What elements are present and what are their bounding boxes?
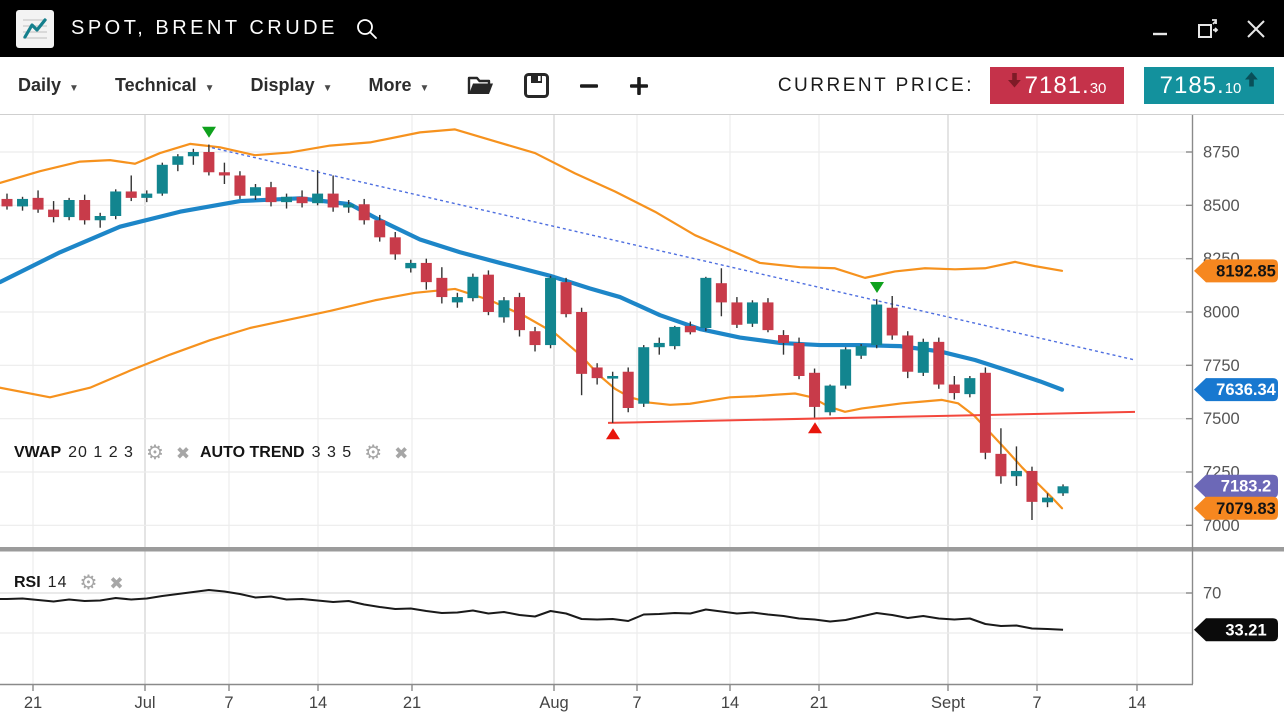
svg-text:21: 21: [403, 694, 421, 712]
rsi-remove-icon[interactable]: ✖: [109, 573, 124, 593]
zoom-in-icon[interactable]: [628, 75, 650, 97]
save-icon[interactable]: [523, 72, 550, 99]
svg-text:21: 21: [810, 694, 828, 712]
svg-text:7079.83: 7079.83: [1216, 500, 1276, 518]
svg-text:7: 7: [224, 694, 233, 712]
arrow-up-icon: [1245, 72, 1259, 87]
svg-text:21: 21: [24, 694, 42, 712]
sell-price-button[interactable]: 7181. 30: [990, 67, 1124, 104]
svg-text:14: 14: [721, 694, 739, 712]
vwap-label: VWAP: [14, 444, 62, 461]
indicator-legend-vwap: VWAP 20 1 2 3 ⚙ ✖: [14, 443, 190, 463]
pane-separator: [0, 547, 1284, 552]
svg-text:Sept: Sept: [931, 694, 965, 712]
auto-trend-lines: [211, 147, 1136, 424]
menu-display-label: Display: [250, 75, 315, 95]
menu-display[interactable]: Display ▼: [251, 75, 333, 96]
chevron-down-icon: ▼: [322, 83, 333, 94]
rsi-params: 14: [47, 574, 68, 591]
menu-technical-label: Technical: [114, 75, 197, 95]
time-axis-labels: 21 Jul 7 14 21 Aug 7 14 21 Sept 7 14: [24, 684, 1146, 712]
svg-text:8500: 8500: [1203, 197, 1240, 215]
vwap-remove-icon[interactable]: ✖: [175, 443, 191, 463]
price-tags: 8192.85 7636.34 7183.2 7079.83 33.21: [1194, 259, 1278, 642]
toolbar: Daily ▼ Technical ▼ Display ▼ More ▼ CU: [0, 57, 1284, 115]
chevron-down-icon: ▼: [69, 83, 79, 94]
vwap-params: 20 1 2 3: [68, 444, 134, 461]
indicator-legend-auto-trend: AUTO TREND 3 3 5 ⚙ ✖: [200, 443, 408, 463]
open-folder-icon[interactable]: [465, 73, 495, 99]
auto-trend-settings-gear-icon[interactable]: ⚙: [364, 442, 383, 464]
arrow-down-icon: [1007, 73, 1021, 88]
auto-trend-params: 3 3 5: [311, 444, 353, 461]
svg-text:7750: 7750: [1203, 357, 1240, 375]
rsi-settings-gear-icon[interactable]: ⚙: [79, 572, 98, 594]
svg-text:Jul: Jul: [134, 694, 155, 712]
svg-text:7000: 7000: [1203, 517, 1240, 535]
svg-text:7500: 7500: [1203, 410, 1240, 428]
menu-daily-label: Daily: [18, 75, 62, 95]
svg-text:33.21: 33.21: [1225, 621, 1266, 639]
sell-price-value: 7181.: [1024, 71, 1090, 99]
svg-text:8000: 8000: [1203, 303, 1240, 321]
buy-price-value: 7185.: [1159, 71, 1225, 99]
buy-price-button[interactable]: 7185. 10: [1144, 67, 1274, 104]
current-price-label: CURRENT PRICE:: [777, 74, 974, 96]
menu-technical[interactable]: Technical ▼: [115, 75, 215, 96]
rsi-line: [0, 589, 1064, 631]
svg-text:Aug: Aug: [539, 694, 568, 712]
window-title: SPOT, BRENT CRUDE: [71, 17, 338, 39]
svg-text:70: 70: [1203, 585, 1221, 603]
signal-markers: [202, 126, 884, 440]
close-button[interactable]: [1244, 17, 1268, 41]
menu-more[interactable]: More ▼: [368, 75, 429, 96]
window-controls: [1148, 17, 1268, 41]
menu-daily[interactable]: Daily ▼: [18, 75, 79, 96]
svg-text:8750: 8750: [1203, 144, 1240, 162]
svg-text:8192.85: 8192.85: [1216, 262, 1276, 280]
zoom-out-icon[interactable]: [578, 75, 600, 97]
search-icon[interactable]: [354, 16, 380, 42]
title-bar: SPOT, BRENT CRUDE: [0, 0, 1284, 57]
vwap-settings-gear-icon[interactable]: ⚙: [145, 442, 164, 464]
chevron-down-icon: ▼: [419, 83, 430, 94]
svg-text:7183.2: 7183.2: [1221, 478, 1271, 496]
popout-button[interactable]: [1196, 17, 1220, 41]
axes: [0, 115, 1194, 686]
auto-trend-label: AUTO TREND: [200, 444, 305, 461]
svg-text:7: 7: [632, 694, 641, 712]
svg-text:7: 7: [1032, 694, 1041, 712]
svg-text:7636.34: 7636.34: [1216, 381, 1276, 399]
rsi-label: RSI: [14, 574, 41, 591]
app-logo-icon: [16, 9, 54, 48]
auto-trend-remove-icon[interactable]: ✖: [394, 443, 409, 463]
candles: [1, 144, 1069, 520]
menu-more-label: More: [368, 75, 412, 95]
gridlines: [0, 115, 1192, 684]
indicator-legend-rsi: RSI 14 ⚙ ✖: [14, 573, 124, 593]
svg-text:14: 14: [309, 694, 327, 712]
minimize-button[interactable]: [1148, 17, 1172, 41]
svg-text:14: 14: [1128, 694, 1146, 712]
chevron-down-icon: ▼: [204, 83, 215, 94]
